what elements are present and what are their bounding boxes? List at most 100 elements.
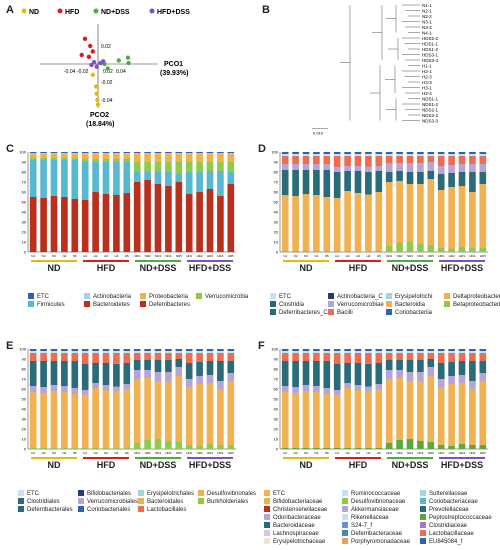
- bar-segment: [281, 195, 289, 251]
- x-tick-label: N2: [294, 254, 298, 258]
- tree-leaf-label: HDS3-1: [422, 52, 439, 57]
- bar-segment: [437, 353, 445, 363]
- bar-segment: [365, 391, 372, 449]
- y-tick-label: 90: [22, 160, 27, 165]
- bar-segment: [406, 156, 414, 163]
- bar-segment: [102, 162, 110, 194]
- legend-label: Bifidobacteriaceae: [273, 499, 323, 505]
- legend-f: ETC Ruminococcaceae Sutterellaceae Bifidoba…: [264, 490, 500, 548]
- tree-leaf-label: HDS1-1: [422, 41, 439, 46]
- bar-segment: [165, 186, 172, 252]
- bar-segment: [437, 351, 445, 353]
- legend-swatch: [78, 506, 84, 512]
- bar-segment: [61, 386, 68, 392]
- bar-segment: [427, 367, 435, 376]
- bar-segment: [292, 351, 299, 353]
- legend-label: Lactobacillaceae: [429, 531, 474, 537]
- tree-leaf-label: H3-1: [422, 85, 432, 90]
- x-tick-label: ND1: [134, 254, 140, 258]
- bar-segment: [417, 351, 424, 353]
- x-tick-label: HD1: [186, 451, 192, 455]
- bar-segment: [206, 444, 214, 449]
- bar-segment: [81, 152, 89, 153]
- bar-segment: [292, 164, 299, 170]
- bar-segment: [469, 361, 476, 381]
- tree-leaf-label: N3-2: [422, 25, 432, 30]
- bar-segment: [323, 351, 331, 353]
- bar-segment: [185, 349, 193, 351]
- bar-segment: [437, 363, 445, 379]
- bar-segment: [123, 363, 131, 384]
- legend-swatch: [264, 506, 270, 512]
- x-tick-label: H1: [335, 451, 339, 455]
- bar-segment: [437, 190, 445, 248]
- bar-segment: [437, 445, 445, 449]
- tree-leaf-label: N3-1: [422, 19, 432, 24]
- bar-segment: [281, 154, 289, 156]
- bar-segment: [29, 154, 37, 158]
- x-tick-label: ND3: [155, 451, 161, 455]
- bar-segment: [365, 448, 372, 449]
- bar-segment: [313, 386, 320, 392]
- bar-segment: [227, 361, 235, 373]
- bar-segment: [144, 370, 151, 378]
- legend-label: Bacteroidaceae: [273, 523, 315, 529]
- legend-swatch: [270, 301, 276, 307]
- legend-label: Erysipelotrichi: [395, 294, 433, 300]
- group-label: HFD: [96, 460, 116, 470]
- x-tick-label: ND2: [397, 254, 403, 258]
- group-label: ND: [47, 460, 61, 470]
- bar-segment: [396, 440, 403, 449]
- y-tick-label: 30: [22, 220, 27, 225]
- bar-segment: [365, 350, 372, 353]
- bar-segment: [479, 373, 487, 381]
- bar-segment: [406, 360, 414, 372]
- x-tick-label: ND5: [428, 451, 434, 455]
- bar-segment: [448, 156, 455, 165]
- pcoa-point: [82, 36, 88, 41]
- x-tick-label: N4: [314, 254, 318, 258]
- bar-segment: [354, 156, 362, 166]
- bar-segment: [437, 174, 445, 190]
- y-tick-label: 40: [274, 210, 279, 215]
- bar-segment: [175, 154, 183, 162]
- bar-segment: [71, 154, 79, 158]
- legend-label: Desulfovibrionales: [207, 491, 257, 497]
- y-tick-label: -0.02: [101, 80, 113, 86]
- bar-segment: [479, 361, 487, 373]
- legend-swatch: [264, 498, 270, 504]
- bar-segment: [61, 197, 68, 252]
- bar-segment: [133, 351, 141, 353]
- bar-segment: [427, 245, 435, 252]
- bar-segment: [417, 163, 424, 172]
- bar-segment: [354, 363, 362, 385]
- legend-label: Lactobacillales: [147, 507, 187, 513]
- bar-segment: [165, 441, 172, 449]
- bar-segment: [417, 154, 424, 156]
- group-label: ND: [299, 460, 313, 470]
- group-label: ND+DSS: [139, 460, 177, 470]
- bar-segment: [302, 361, 310, 385]
- bar-segment: [437, 387, 445, 445]
- bar-segment: [302, 154, 310, 156]
- legend-swatch: [264, 530, 270, 536]
- bar-segment: [102, 385, 110, 390]
- group-underline: [439, 260, 485, 262]
- bar-segment: [448, 154, 455, 156]
- bar-segment: [40, 160, 47, 198]
- legend-label: Deferribacteres: [149, 302, 191, 308]
- bar-segment: [375, 448, 383, 449]
- bar-segment: [417, 152, 424, 154]
- bar-segment: [123, 384, 131, 389]
- bar-segment: [133, 153, 141, 154]
- x-tick-label: H3: [104, 451, 108, 455]
- legend-item: Verrucomicrobiales: [78, 498, 138, 506]
- pcoa-point: [88, 43, 93, 49]
- legend-swatch: [138, 506, 144, 512]
- bar-segment: [333, 251, 341, 252]
- bar-segment: [479, 154, 487, 156]
- legend-item: Proteobacteria: [140, 293, 188, 301]
- legend-item: Clostridiales: [18, 498, 60, 506]
- bar-segment: [437, 248, 445, 252]
